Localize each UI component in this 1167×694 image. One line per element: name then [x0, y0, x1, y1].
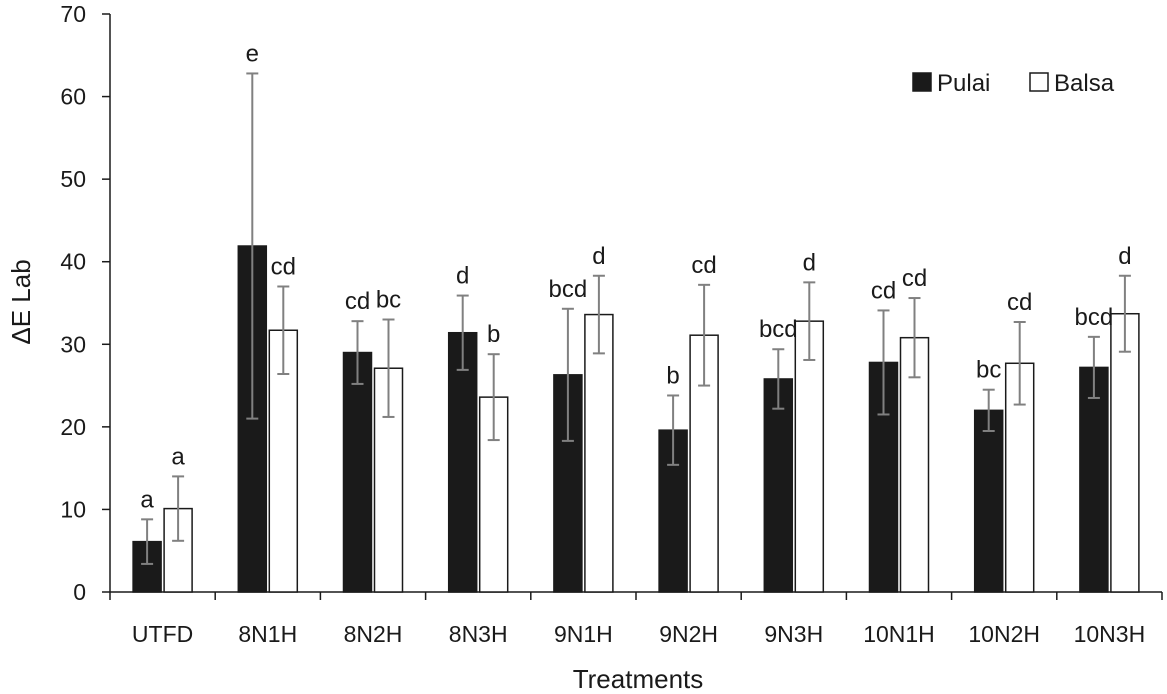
x-axis-title: Treatments	[573, 664, 704, 694]
significance-label-balsa: cd	[1007, 289, 1032, 316]
significance-label-pulai: cd	[345, 288, 370, 315]
bar-pulai	[447, 331, 478, 593]
significance-label-balsa: b	[487, 321, 500, 348]
x-tick-label: 10N1H	[863, 621, 935, 647]
bar-balsa	[794, 320, 825, 593]
significance-label-pulai: d	[456, 263, 469, 290]
significance-label-pulai: bcd	[549, 276, 588, 303]
legend-label-pulai: Pulai	[937, 70, 990, 97]
bar-pulai	[342, 351, 373, 593]
significance-label-pulai: e	[246, 40, 259, 67]
bar-balsa	[1110, 312, 1140, 593]
significance-label-balsa: d	[1118, 243, 1131, 270]
significance-label-balsa: cd	[271, 253, 296, 280]
significance-label-balsa: d	[803, 249, 816, 276]
x-tick-label: 9N2H	[659, 621, 718, 647]
x-tick-label: 8N3H	[449, 621, 508, 647]
x-tick-label: 8N1H	[238, 621, 297, 647]
significance-label-pulai: bcd	[1075, 304, 1114, 331]
y-tick-label: 10	[60, 496, 86, 522]
bar-pulai	[973, 409, 1004, 593]
y-tick-label: 50	[60, 166, 86, 192]
y-tick-label: 0	[73, 579, 86, 605]
x-tick-label: 10N2H	[968, 621, 1040, 647]
bar-balsa	[584, 313, 614, 593]
significance-label-pulai: bc	[976, 357, 1001, 384]
legend-swatch-balsa	[1029, 72, 1049, 92]
axes: 0 10 20 30 40 50 60 70 UTFD 8N1H 8N2H 8N3H 9N1H 9N2H 9…	[60, 1, 1163, 647]
y-tick-label: 70	[60, 1, 86, 27]
bar-balsa	[899, 336, 930, 593]
bars	[132, 245, 1140, 593]
y-tick-label: 40	[60, 249, 86, 275]
significance-label-balsa: cd	[902, 265, 927, 292]
bar-pulai	[763, 378, 794, 593]
significance-label-pulai: bcd	[759, 316, 798, 343]
legend-swatch-pulai	[912, 72, 932, 92]
legend-label-balsa: Balsa	[1054, 70, 1115, 97]
x-tick-label: 8N2H	[344, 621, 403, 647]
significance-label-balsa: cd	[691, 252, 716, 279]
significance-label-pulai: b	[666, 362, 679, 389]
error-bars	[141, 72, 1131, 565]
y-tick-label: 60	[60, 84, 86, 110]
y-axis-title: ΔE Lab	[6, 259, 36, 344]
legend: Pulai Balsa	[912, 70, 1115, 97]
x-tick-label: UTFD	[132, 621, 193, 647]
y-tick-label: 20	[60, 414, 86, 440]
significance-label-balsa: d	[592, 243, 605, 270]
significance-label-pulai: a	[140, 486, 154, 513]
x-tick-label: 10N3H	[1074, 621, 1146, 647]
bar-pulai	[1079, 366, 1109, 593]
significance-label-pulai: cd	[871, 277, 896, 304]
significance-label-balsa: a	[171, 443, 185, 470]
y-tick-label: 30	[60, 331, 86, 357]
significance-label-balsa: bc	[376, 287, 401, 314]
x-tick-label: 9N1H	[554, 621, 613, 647]
x-tick-label: 9N3H	[764, 621, 823, 647]
